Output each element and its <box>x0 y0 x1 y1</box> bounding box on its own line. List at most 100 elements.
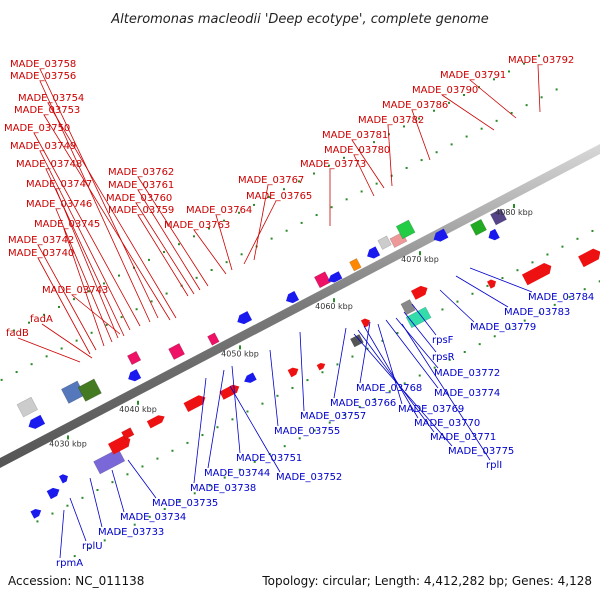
leader-line <box>137 214 189 297</box>
gene-label-upper: MADE_03764 <box>186 205 252 216</box>
guide-dot <box>150 300 153 303</box>
leader-line <box>193 229 227 275</box>
leader-line <box>333 327 347 399</box>
gene-feature <box>400 299 416 316</box>
gene-label-lower: rpmA <box>56 558 83 569</box>
guide-dot <box>60 347 63 350</box>
gene-arrow <box>487 279 497 289</box>
leader-line <box>441 94 495 131</box>
guide-dot <box>388 390 391 393</box>
guide-dot <box>171 449 174 452</box>
gene-label-lower: MADE_03733 <box>98 527 164 538</box>
guide-dot <box>81 496 84 499</box>
gene-feature <box>287 367 299 378</box>
gene-label-lower: MADE_03783 <box>504 307 570 318</box>
guide-dot <box>222 219 225 222</box>
leader-line <box>41 323 93 359</box>
gene-box <box>16 396 39 418</box>
leader-line <box>469 267 533 293</box>
leader-line <box>243 200 277 265</box>
guide-dot <box>462 94 465 97</box>
guide-dot <box>225 261 228 264</box>
guide-dot <box>103 539 106 542</box>
guide-dot <box>27 321 30 324</box>
guide-dot <box>156 457 159 460</box>
leader-line <box>33 132 141 327</box>
guide-dot <box>276 394 279 397</box>
guide-dot <box>372 141 375 144</box>
guide-dot <box>405 166 408 169</box>
gene-box <box>121 427 135 440</box>
leader-line <box>455 275 509 308</box>
guide-dot <box>576 237 579 240</box>
gene-label-upper: MADE_03763 <box>164 220 230 231</box>
gene-label-upper: MADE_03792 <box>508 55 574 66</box>
guide-dot <box>210 268 213 271</box>
guide-dot <box>463 350 466 353</box>
gene-label-lower: MADE_03771 <box>430 432 496 443</box>
genome-summary-text: Topology: circular; Length: 4,412,282 bp… <box>261 574 592 588</box>
gene-label-upper: MADE_03786 <box>382 100 448 111</box>
gene-arrow <box>146 415 165 429</box>
guide-dot <box>282 188 285 191</box>
guide-dot <box>313 429 316 432</box>
guide-dot <box>141 465 144 468</box>
gene-label-lower: MADE_03774 <box>434 388 500 399</box>
gene-feature <box>487 279 497 289</box>
guide-dot <box>538 311 541 314</box>
guide-dot <box>118 531 121 534</box>
gene-arrow <box>183 395 206 413</box>
gene-label-upper: MADE_03791 <box>440 70 506 81</box>
gene-feature <box>360 318 370 328</box>
gene-label-lower: MADE_03734 <box>120 512 186 523</box>
guide-dot <box>456 300 459 303</box>
guide-dot <box>231 418 234 421</box>
guide-dot <box>306 379 309 382</box>
leader-line <box>253 184 269 261</box>
leader-line <box>537 64 541 113</box>
tick-mark <box>419 251 421 256</box>
tick-label: 4050 kbp <box>221 349 259 358</box>
guide-dot <box>342 156 345 159</box>
gene-feature <box>93 448 126 475</box>
guide-dot <box>102 282 105 285</box>
gene-feature <box>433 228 449 242</box>
guide-dot <box>72 298 75 301</box>
gene-label-lower: MADE_03768 <box>356 383 422 394</box>
leader-line <box>299 331 305 412</box>
guide-dot <box>568 296 571 299</box>
gene-arrow <box>108 435 131 455</box>
gene-arrow <box>521 263 552 286</box>
guide-dot <box>537 54 540 57</box>
gene-feature <box>349 258 362 272</box>
guide-dot <box>300 221 303 224</box>
leader-line <box>39 68 159 319</box>
tick-mark <box>137 400 139 405</box>
guide-dot <box>546 253 549 256</box>
leader-line <box>269 349 279 427</box>
gene-box <box>349 258 362 272</box>
backbone-band <box>0 144 600 468</box>
guide-dot <box>330 206 333 209</box>
gene-feature <box>59 474 68 484</box>
guide-dot <box>36 520 39 523</box>
guide-dot <box>420 159 423 162</box>
guide-dot <box>238 468 241 471</box>
gene-box <box>377 235 392 250</box>
gene-label-upper: MADE_03753 <box>14 105 80 116</box>
leader-line <box>359 321 371 384</box>
gene-label-lower: MADE_03744 <box>204 468 270 479</box>
guide-dot <box>510 111 513 114</box>
leader-line <box>89 477 103 528</box>
guide-dot <box>507 70 510 73</box>
guide-dot <box>148 515 151 518</box>
gene-box <box>207 332 220 346</box>
guide-dot <box>252 203 255 206</box>
guide-dot <box>193 492 196 495</box>
gene-label-upper: MADE_03760 <box>106 193 172 204</box>
guide-dot <box>373 398 376 401</box>
gene-label-upper: MADE_03745 <box>34 219 100 230</box>
leader-line <box>37 257 91 355</box>
guide-dot <box>343 413 346 416</box>
gene-label-upper: MADE_03765 <box>246 191 312 202</box>
